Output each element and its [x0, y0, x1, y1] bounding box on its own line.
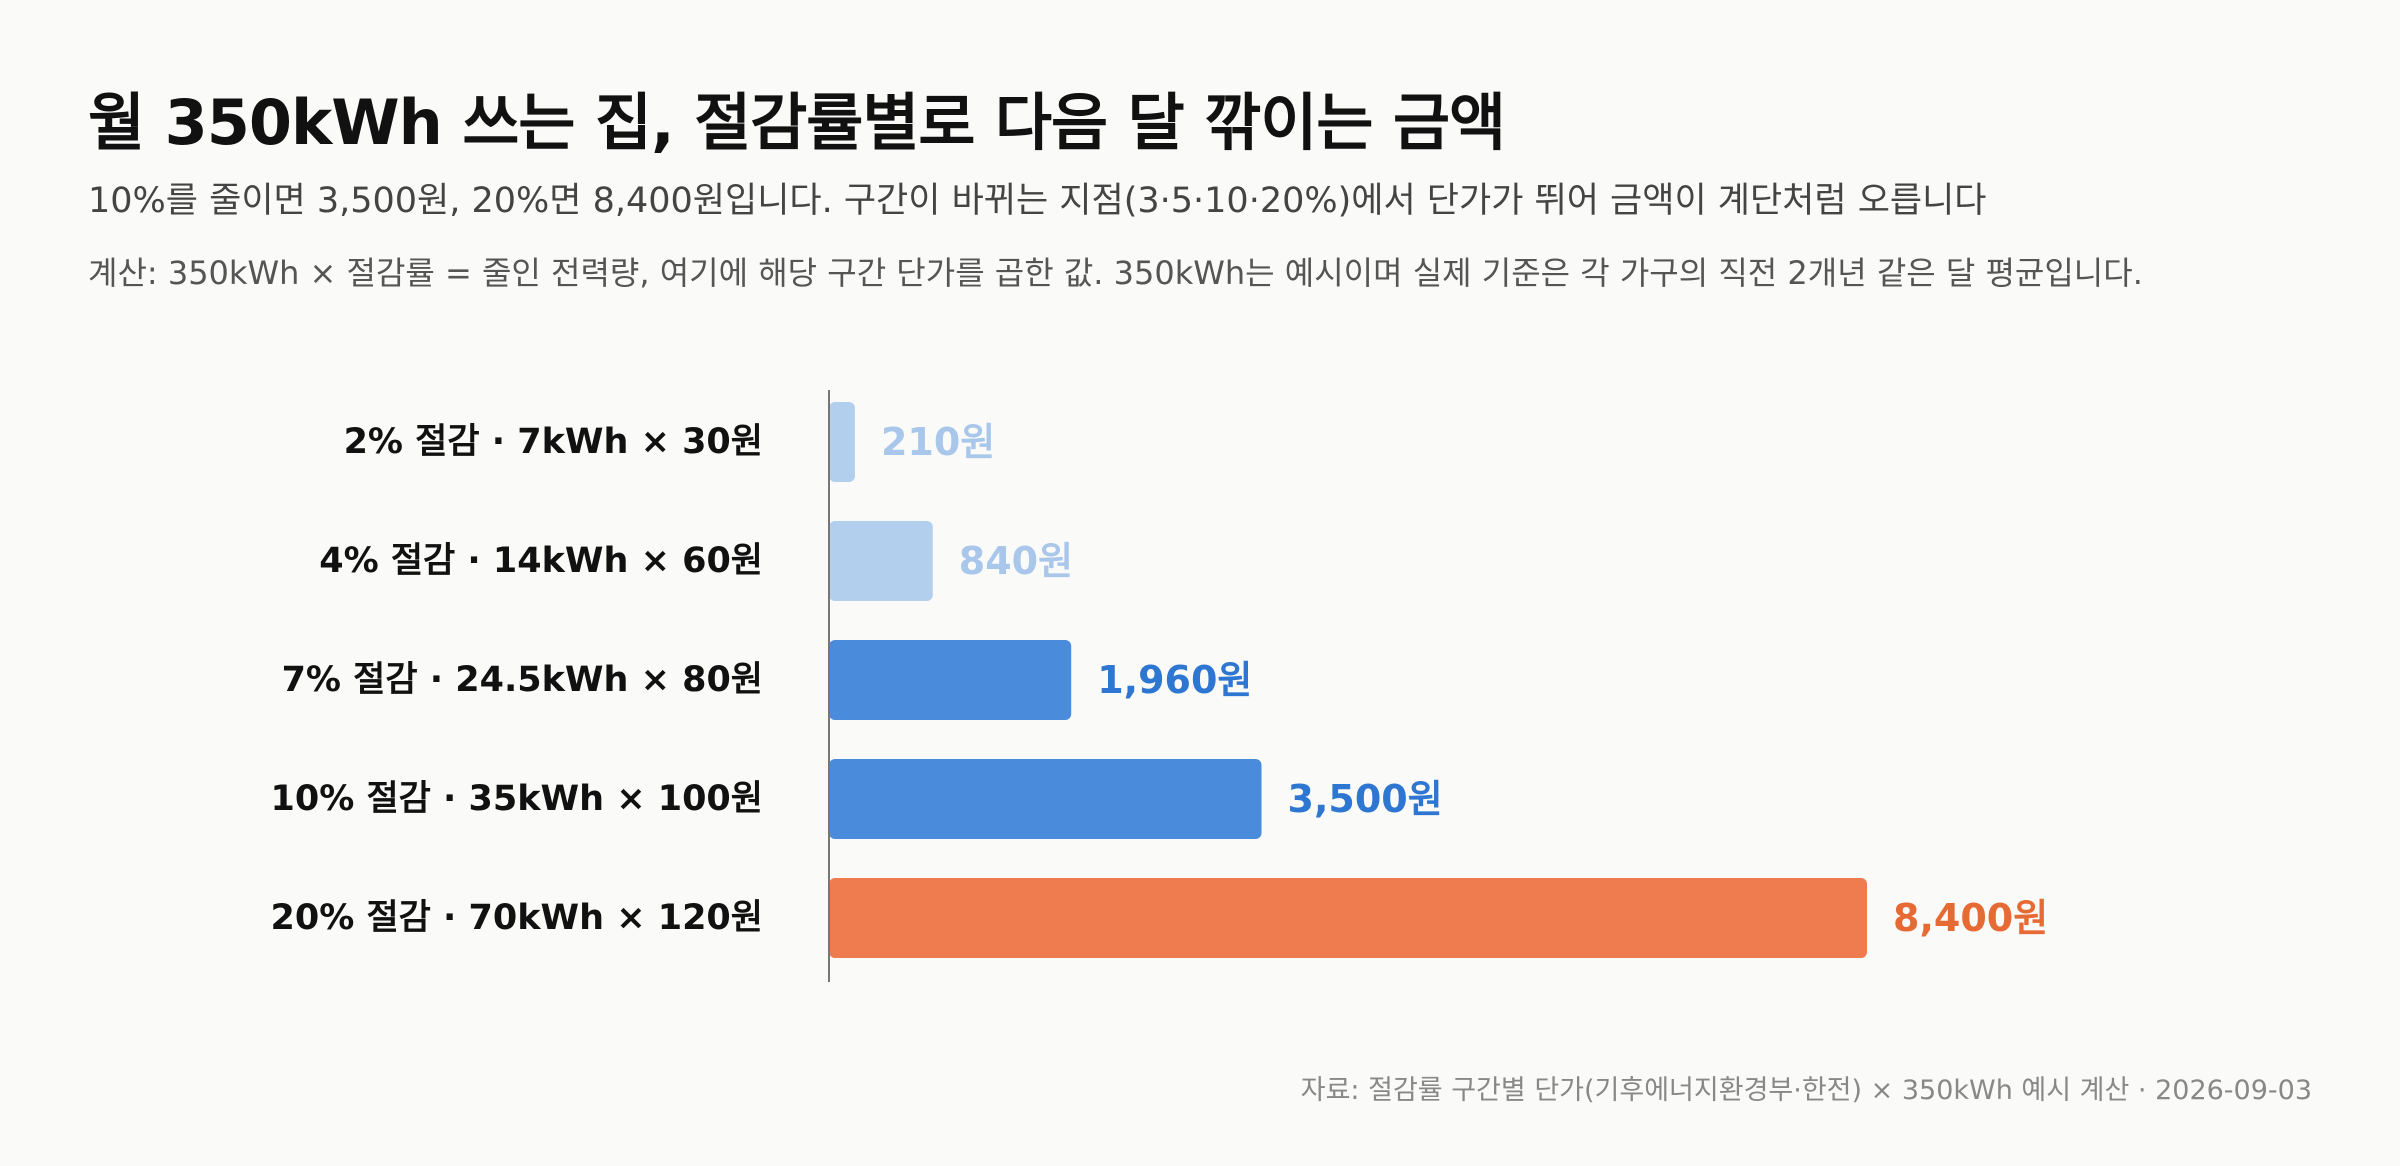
category-label: 4% 절감 · 14kWh × 60원 [319, 541, 763, 581]
bar-chart: 2% 절감 · 7kWh × 30원 210원 4% 절감 · 14kWh × 60… [271, 390, 2048, 982]
source-note: 자료: 절감률 구간별 단가(기후에너지환경부·한전) × 350kWh 예시 … [1300, 1075, 2312, 1106]
category-label: 2% 절감 · 7kWh × 30원 [344, 422, 763, 462]
value-label: 1,960원 [1097, 658, 1252, 702]
value-label: 840원 [959, 539, 1073, 583]
chart-subtitle: 10%를 줄이면 3,500원, 20%면 8,400원입니다. 구간이 바뀌는… [88, 181, 1987, 221]
category-label: 7% 절감 · 24.5kWh × 80원 [282, 660, 763, 700]
bar [829, 521, 933, 601]
bar [829, 402, 855, 482]
category-label: 20% 절감 · 70kWh × 120원 [271, 898, 764, 938]
bar [829, 878, 1867, 958]
calculation-note: 계산: 350kWh × 절감률 = 줄인 전력량, 여기에 해당 구간 단가를… [88, 254, 2143, 292]
bar [829, 640, 1072, 720]
value-label: 3,500원 [1288, 777, 1443, 821]
bar [829, 759, 1262, 839]
category-label: 10% 절감 · 35kWh × 100원 [271, 779, 764, 819]
value-label: 210원 [881, 420, 995, 464]
chart-title: 월 350kWh 쓰는 집, 절감률별로 다음 달 깎이는 금액 [88, 86, 1506, 159]
value-label: 8,400원 [1893, 896, 2048, 940]
